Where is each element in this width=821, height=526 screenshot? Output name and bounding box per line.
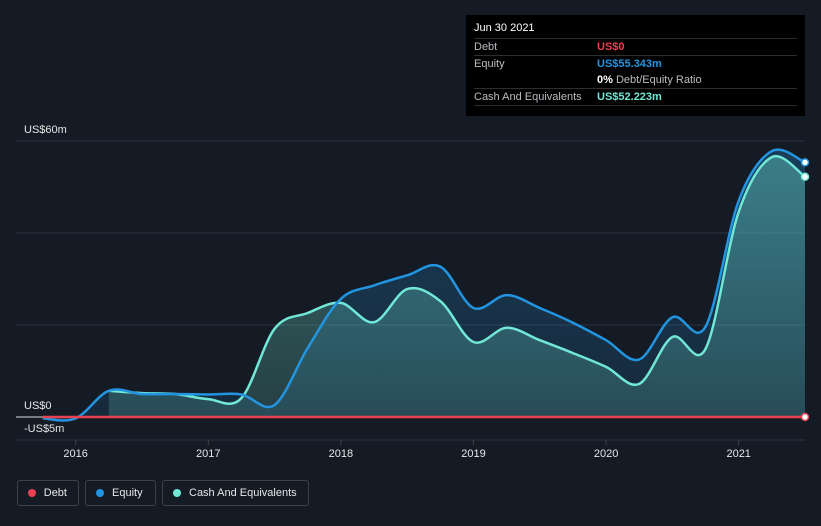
cash-end-marker <box>800 172 810 182</box>
tooltip-cash-label: Cash And Equivalents <box>474 91 582 103</box>
tooltip-debt-value: US$0 <box>597 41 625 53</box>
cash-line <box>108 154 806 406</box>
legend-item-debt[interactable]: Debt <box>17 480 79 506</box>
x-tick-label-2019: 2019 <box>461 448 485 460</box>
tooltip-debt-row: Debt US$0 <box>474 38 797 55</box>
legend-cash-dot-icon <box>173 489 181 497</box>
chart-legend: Debt Equity Cash And Equivalents <box>17 480 309 506</box>
equity-area <box>42 149 805 421</box>
y-tick-label: -US$5m <box>24 423 64 435</box>
tooltip-date: Jun 30 2021 <box>474 22 535 34</box>
legend-debt-label: Debt <box>43 487 67 499</box>
tooltip-ratio-value: 0% <box>597 74 613 86</box>
x-tick-label-2016: 2016 <box>63 448 87 460</box>
tooltip-ratio: 0% Debt/Equity Ratio <box>597 72 702 88</box>
equity-end-marker <box>800 158 810 167</box>
tooltip-equity-value: US$55.343m <box>597 58 662 70</box>
y-tick-label: US$60m <box>24 124 67 136</box>
chart-tooltip: Jun 30 2021 Debt US$0 Equity US$55.343m … <box>466 15 805 116</box>
y-tick-label: US$0 <box>24 400 52 412</box>
x-tick-label-2021: 2021 <box>726 448 750 460</box>
legend-cash-label: Cash And Equivalents <box>189 487 297 499</box>
tooltip-debt-label: Debt <box>474 41 498 53</box>
x-tick-label-2020: 2020 <box>594 448 618 460</box>
tooltip-cash-row: Cash And Equivalents US$52.223m <box>474 88 797 106</box>
tooltip-cash-value: US$52.223m <box>597 91 662 103</box>
x-tick-label-2018: 2018 <box>329 448 353 460</box>
cash-area <box>108 156 806 418</box>
equity-line <box>42 148 806 422</box>
x-tick-label-2017: 2017 <box>196 448 220 460</box>
legend-item-cash[interactable]: Cash And Equivalents <box>162 480 309 506</box>
tooltip-ratio-row: 0% Debt/Equity Ratio <box>474 72 797 88</box>
legend-debt-dot-icon <box>28 489 36 497</box>
legend-equity-label: Equity <box>112 487 143 499</box>
debt-end-marker <box>800 412 810 422</box>
tooltip-equity-row: Equity US$55.343m <box>474 55 797 72</box>
legend-item-equity[interactable]: Equity <box>85 480 156 506</box>
tooltip-ratio-label: Debt/Equity Ratio <box>615 74 702 86</box>
tooltip-equity-label: Equity <box>474 58 505 70</box>
legend-equity-dot-icon <box>96 489 104 497</box>
